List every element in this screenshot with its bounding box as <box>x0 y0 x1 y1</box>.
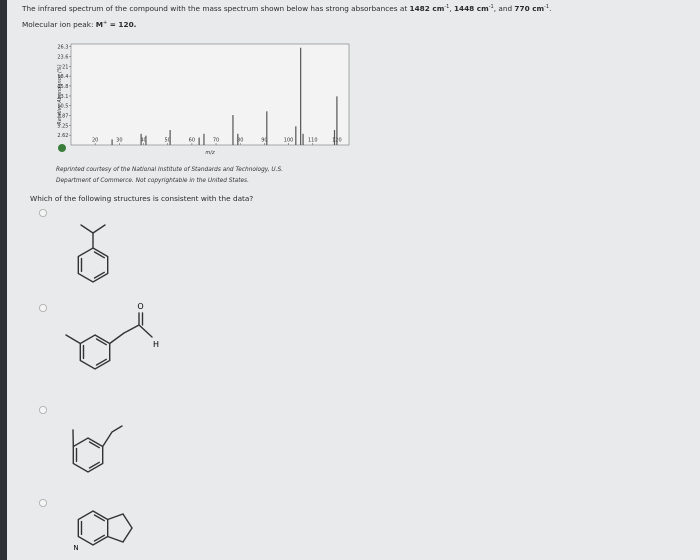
y-axis-label: Relative Abundance (%) <box>57 64 63 124</box>
structure-c <box>72 425 123 473</box>
x-tick-label: 70 <box>213 138 219 144</box>
caption: Department of Commerce. Not copyrightabl… <box>56 178 249 184</box>
plot-area <box>70 43 350 146</box>
spectrum-peak <box>145 135 147 145</box>
y-tick-label: 7.87 <box>57 114 68 120</box>
x-axis-label: m/z <box>205 150 215 156</box>
y-tick-label: 26.3 <box>57 45 68 51</box>
structure-d: N <box>73 510 133 552</box>
spectrum-peak <box>203 133 205 145</box>
radio-button[interactable] <box>39 208 48 217</box>
superscript: -1 <box>488 4 494 10</box>
prompt: Which of the following structures is con… <box>30 194 254 203</box>
spectrum-peak <box>295 126 297 145</box>
radio-button[interactable] <box>39 498 48 507</box>
spectrum-peak <box>300 47 302 146</box>
x-tick-label: 50 <box>165 138 171 144</box>
y-tick-label: 21 <box>62 64 68 70</box>
y-tick-label: 13.1 <box>57 94 68 100</box>
text-segment: The infrared spectrum of the compound wi… <box>22 4 410 13</box>
structure-b: O H <box>65 302 159 370</box>
spectrum-peak <box>333 130 336 145</box>
text-segment: 1448 cm <box>453 4 489 13</box>
spectrum-peak <box>232 115 234 145</box>
spectrum-peak <box>302 133 304 145</box>
question-text: The infrared spectrum of the compound wi… <box>22 4 551 13</box>
mass-spectrum: 2.62 5.25 7.87 10.5 13.1 15.8 18.4 21 23.6 26.3 20… <box>57 43 350 156</box>
spectrum-peak <box>198 137 200 145</box>
y-tick-label: 10.5 <box>57 104 68 110</box>
text-segment: 770 cm <box>514 4 545 13</box>
spectrum-peak <box>237 133 239 145</box>
spectrum-peak <box>111 139 113 145</box>
text-segment: , <box>449 4 454 13</box>
atom-label: N <box>73 544 78 552</box>
y-tick-label: 2.62 <box>57 133 68 139</box>
x-tick-label: 20 <box>92 138 98 144</box>
y-tick-label: 15.8 <box>57 84 68 90</box>
caption: Reprinted courtesy of the National Insti… <box>56 167 284 173</box>
spectrum-peak <box>140 133 142 145</box>
y-tick-label: 18.4 <box>57 74 68 80</box>
x-tick-label: 80 <box>237 138 243 144</box>
x-tick-label: 100 <box>284 138 294 144</box>
molecular-ion-text: Molecular ion peak: M+ = 120. <box>22 20 136 29</box>
spectrum-peak <box>169 130 171 145</box>
x-tick-label: 40 <box>140 138 146 144</box>
text-segment: M <box>95 20 104 29</box>
atom-label: H <box>153 340 159 349</box>
structure-a <box>77 224 109 283</box>
superscript: -1 <box>544 4 550 10</box>
text-segment: 1482 cm <box>409 4 445 13</box>
text-segment: . <box>549 4 552 13</box>
spectrum-peak <box>336 96 338 145</box>
x-tick-label: 60 <box>189 138 195 144</box>
y-tick-label: 5.25 <box>57 123 68 129</box>
info-icon <box>58 144 66 152</box>
radio-button[interactable] <box>39 303 48 312</box>
window-edge <box>0 0 7 560</box>
text-segment: Molecular ion peak: <box>22 20 96 29</box>
text-segment: , and <box>493 4 515 13</box>
y-tick-label: 23.6 <box>57 55 68 61</box>
superscript: -1 <box>444 4 450 10</box>
x-tick-label: 90 <box>261 138 267 144</box>
superscript: + <box>103 20 108 26</box>
text-segment: = 120. <box>107 20 137 29</box>
radio-button[interactable] <box>39 405 48 414</box>
atom-label: O <box>137 302 143 311</box>
spectrum-peak <box>266 111 268 145</box>
x-tick-label: 30 <box>116 138 122 144</box>
x-tick-label: 110 <box>308 138 318 144</box>
